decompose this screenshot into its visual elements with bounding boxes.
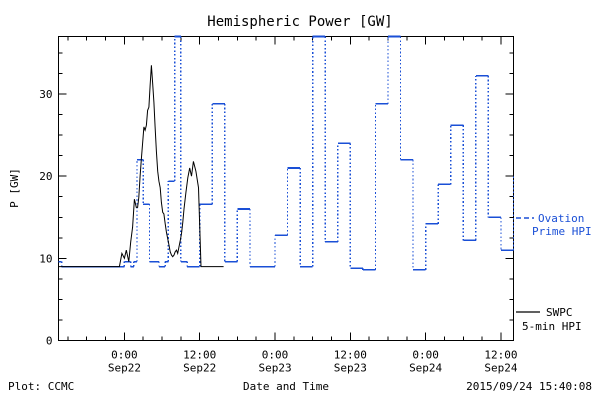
legend-entry-ovation[interactable]: Ovation Prime HPI [516,212,592,238]
y-tick-label: 0 [46,335,53,348]
chart-title: Hemispheric Power [GW] [207,14,392,30]
x-tick-label-time: 12:00 [334,349,367,362]
legend-label-ovation-line2: Prime HPI [532,225,592,238]
plot-frame [57,35,515,342]
series-ovation-prime-hpi [58,35,515,271]
y-axis-major-ticks [58,93,514,341]
legend-entry-swpc[interactable]: SWPC 5-min HPI [516,306,582,333]
x-tick-label-date: Sep24 [409,362,442,375]
y-axis-minor-ticks [58,52,514,341]
x-axis-minor-ticks [67,36,502,341]
legend-label-ovation-line1: Ovation [538,212,584,225]
plot-credit: Plot: CCMC [8,380,74,393]
x-tick-label-date: Sep24 [484,362,517,375]
series-swpc-5min-hpi [58,65,224,268]
timestamp: 2015/09/24 15:40:08 [466,380,592,393]
x-axis-tick-labels: 0:00Sep2212:00Sep220:00Sep2312:00Sep230:… [108,349,518,375]
x-tick-label-time: 0:00 [111,349,138,362]
swpc-trace [58,65,224,268]
y-tick-label: 10 [39,252,52,265]
y-tick-label: 20 [39,170,52,183]
x-tick-label-date: Sep22 [108,362,141,375]
x-tick-label-time: 0:00 [262,349,289,362]
legend-label-swpc-line1: SWPC [546,306,573,319]
x-tick-label-time: 12:00 [183,349,216,362]
x-tick-label-date: Sep23 [258,362,291,375]
x-tick-label-date: Sep23 [334,362,367,375]
x-tick-label-time: 0:00 [412,349,439,362]
y-tick-label: 30 [39,88,52,101]
y-axis-label: P [GW] [8,168,21,208]
x-tick-label-time: 12:00 [484,349,517,362]
x-axis-title: Date and Time [243,380,329,393]
y-axis-tick-labels: 0 10 20 30 [39,88,52,347]
legend-label-swpc-line2: 5-min HPI [522,320,582,333]
x-tick-label-date: Sep22 [183,362,216,375]
